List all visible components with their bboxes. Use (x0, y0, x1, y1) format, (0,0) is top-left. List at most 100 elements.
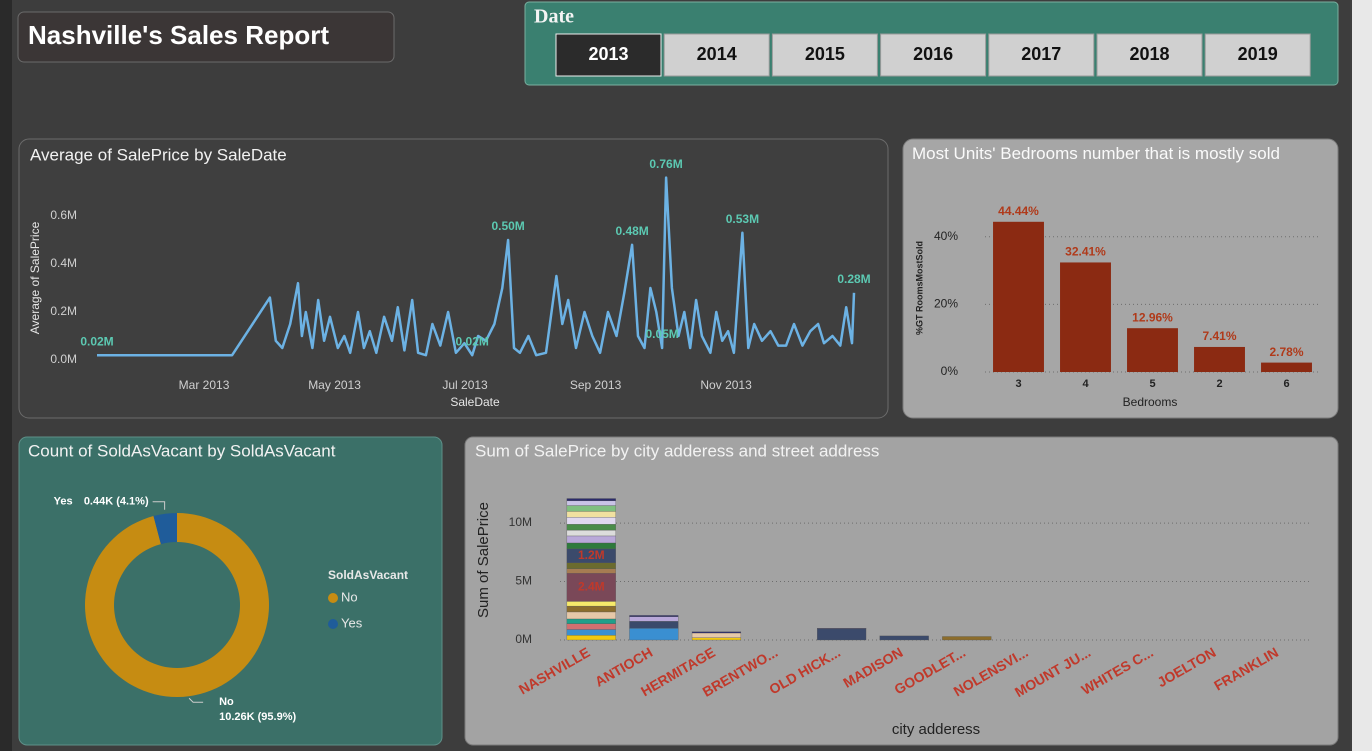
x-axis-title: Bedrooms (1123, 395, 1178, 409)
bar-segment (566, 535, 616, 544)
data-label: 12.96% (1132, 310, 1173, 324)
bar (1261, 362, 1312, 372)
y-tick-label: 0.4M (50, 256, 77, 270)
y-tick-label: 0.0M (50, 352, 77, 366)
data-label: 2.78% (1269, 345, 1303, 359)
x-axis-title: SaleDate (450, 395, 500, 409)
y-axis-title: Sum of SalePrice (475, 502, 492, 618)
right-strip (1352, 0, 1372, 751)
leader-line (188, 697, 204, 703)
data-label: 44.44% (998, 204, 1039, 218)
data-label: 1.2M (578, 548, 605, 562)
bar-segment (566, 618, 616, 624)
y-tick-label: 5M (515, 574, 532, 588)
slicer-label[interactable]: 2017 (1021, 44, 1061, 64)
bar-segment (566, 529, 616, 537)
bar-segment (942, 636, 992, 641)
slicer-button[interactable] (1096, 33, 1203, 77)
slicer-label[interactable]: 2018 (1129, 44, 1169, 64)
data-label: 0.28M (837, 272, 870, 286)
y-axis-title: Average of SalePrice (28, 221, 42, 334)
bar-segment (566, 605, 616, 613)
donut-slice (84, 513, 269, 697)
slicer-button[interactable] (1204, 33, 1311, 77)
x-tick-label: 3 (1015, 378, 1021, 390)
slice-category: No (219, 696, 234, 708)
bar-segment (817, 628, 867, 630)
y-tick-label: 0M (515, 632, 532, 646)
bar (1060, 262, 1111, 372)
data-label: 0.53M (726, 212, 759, 226)
report-title: Nashville's Sales Report (28, 20, 329, 50)
slicer-label[interactable]: 2013 (588, 44, 628, 64)
bar-segment (691, 631, 742, 634)
leader-line (152, 501, 166, 510)
panel (18, 138, 889, 419)
slicer-label[interactable]: 2014 (697, 44, 737, 64)
bar-segment (817, 628, 867, 641)
bar-segment (691, 637, 742, 641)
line (97, 176, 856, 357)
data-label: 32.41% (1065, 245, 1106, 259)
bar-segment (566, 611, 616, 620)
y-tick-label: 10M (509, 515, 532, 529)
bar-segment (629, 616, 679, 622)
slicer-button[interactable] (771, 33, 878, 77)
bar-segment (566, 629, 616, 636)
slicer-title: Date (534, 6, 574, 28)
bar-segment (566, 505, 616, 512)
slicer-label[interactable]: 2019 (1238, 44, 1278, 64)
bar-segment (566, 562, 616, 569)
bar-segment (629, 615, 679, 617)
x-tick-label: 5 (1149, 378, 1155, 390)
bar-segment (566, 601, 616, 607)
slicer-button[interactable] (880, 33, 987, 77)
bar (993, 221, 1044, 372)
legend-label: No (341, 589, 358, 604)
x-axis-title: city adderess (892, 721, 980, 738)
slice-category: Yes (54, 496, 73, 508)
slicer-label[interactable]: 2015 (805, 44, 845, 64)
y-tick-label: 0% (941, 364, 959, 378)
chart-title: Count of SoldAsVacant by SoldAsVacant (28, 441, 336, 460)
y-tick-label: 0.6M (50, 208, 77, 222)
left-strip (0, 0, 12, 751)
bar-segment (566, 498, 616, 502)
slicer-button[interactable] (988, 33, 1095, 77)
title-box (17, 11, 395, 63)
bar-segment (566, 568, 616, 574)
bar-segment (566, 511, 616, 518)
panel (464, 436, 1339, 746)
slicer-button[interactable] (663, 33, 770, 77)
bar-segment (566, 623, 616, 630)
y-tick-label: 20% (934, 297, 958, 311)
data-label: 0.50M (491, 219, 524, 233)
x-tick-label: 6 (1283, 378, 1289, 390)
bar-segment (566, 524, 616, 531)
y-axis-title: %GT RoomsMostSold (914, 241, 924, 335)
data-label: 0.48M (615, 224, 648, 238)
bar-segment (566, 635, 616, 641)
x-tick-label: 2 (1216, 378, 1222, 390)
bar-segment (566, 542, 616, 549)
bar (1127, 328, 1178, 372)
legend-marker (328, 593, 338, 603)
bar-segment (629, 628, 679, 641)
data-label: 0.44K (4.1%) (84, 496, 149, 508)
bar-segment (879, 635, 929, 641)
x-tick-label: Sep 2013 (570, 378, 622, 392)
slicer-button[interactable] (555, 33, 662, 77)
slicer-label[interactable]: 2016 (913, 44, 953, 64)
data-label: 0.02M (80, 334, 113, 348)
legend-label: Yes (341, 615, 363, 630)
bar-segment (566, 500, 616, 506)
data-label: 10.26K (95.9%) (219, 711, 296, 723)
data-label: 0.02M (456, 334, 489, 348)
bar-segment (629, 621, 679, 629)
x-tick-label: 4 (1082, 378, 1089, 390)
legend-title: SoldAsVacant (328, 568, 408, 582)
data-label: 7.41% (1202, 329, 1236, 343)
donut-slice (153, 513, 177, 545)
y-tick-label: 0.2M (50, 304, 77, 318)
x-tick-label: May 2013 (308, 378, 361, 392)
